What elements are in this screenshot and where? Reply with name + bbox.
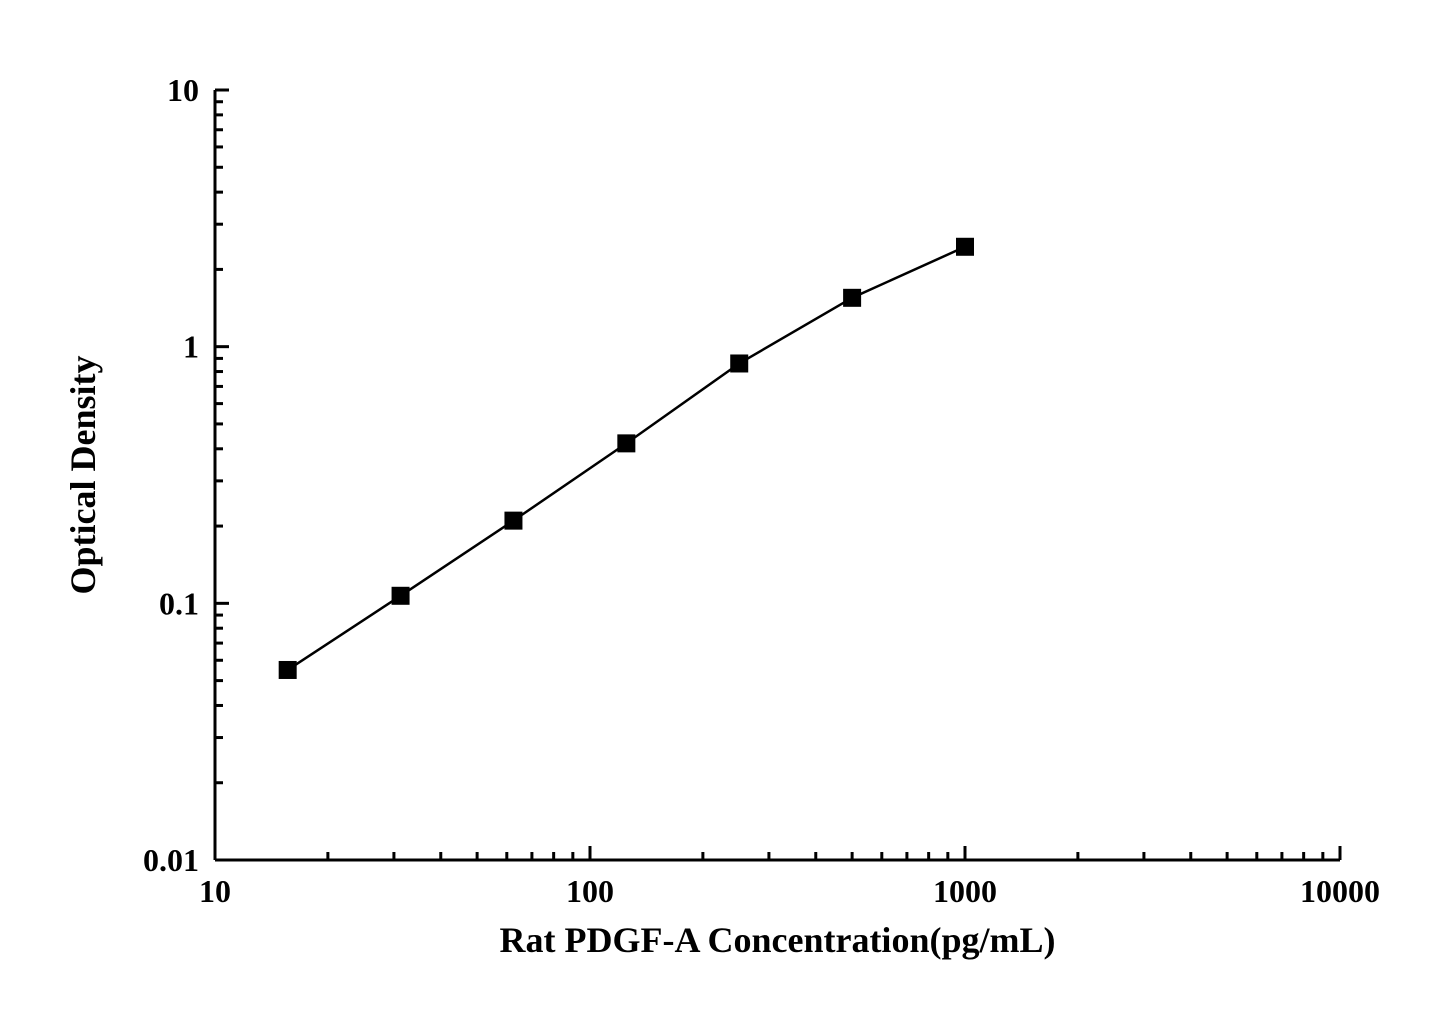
- data-marker: [844, 289, 861, 306]
- y-tick-label: 0.01: [143, 842, 199, 878]
- data-marker: [957, 238, 974, 255]
- x-tick-label: 100: [566, 873, 614, 909]
- y-tick-label: 1: [183, 329, 199, 365]
- data-marker: [618, 435, 635, 452]
- y-tick-label: 0.1: [159, 585, 199, 621]
- data-marker: [731, 355, 748, 372]
- data-marker: [392, 587, 409, 604]
- x-tick-label: 10000: [1300, 873, 1380, 909]
- x-tick-label: 10: [199, 873, 231, 909]
- data-marker: [505, 512, 522, 529]
- y-tick-label: 10: [167, 72, 199, 108]
- data-marker: [279, 661, 296, 678]
- y-axis-label: Optical Density: [63, 356, 103, 595]
- x-tick-label: 1000: [933, 873, 997, 909]
- chart-container: 10 100 1000 10000 0.01 0.1 1 10 Rat PDGF-A Conce…: [0, 0, 1445, 1009]
- x-axis-label: Rat PDGF-A Concentration(pg/mL): [500, 920, 1056, 960]
- loglog-chart: 10 100 1000 10000 0.01 0.1 1 10 Rat PDGF-A Conce…: [0, 0, 1445, 1009]
